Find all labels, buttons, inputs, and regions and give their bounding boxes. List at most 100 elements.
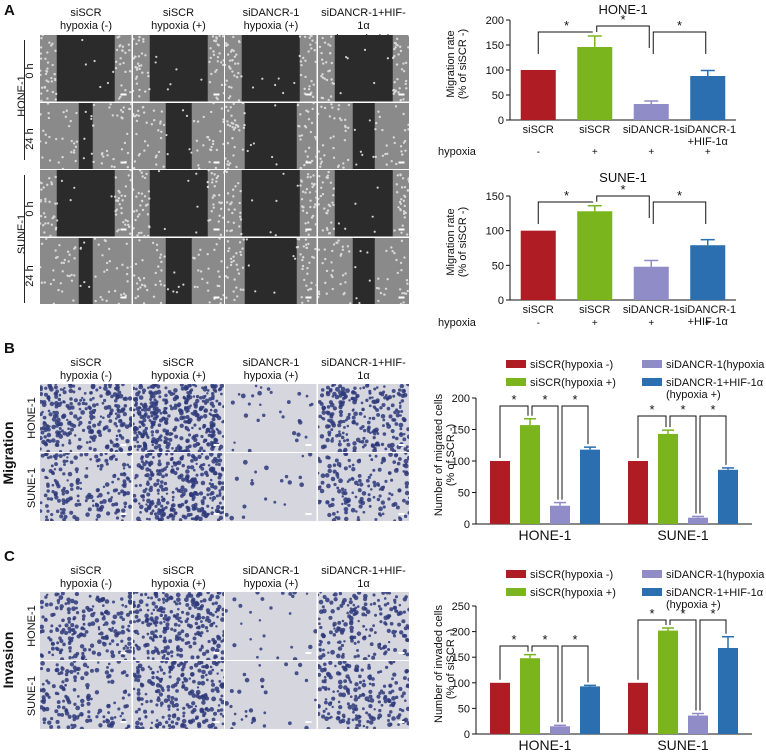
y-tick-label: 0 [464, 519, 470, 531]
row-label-hone1-b: HONE-1 [26, 397, 38, 439]
bar [490, 682, 510, 734]
y-tick-label: 50 [492, 90, 504, 102]
time-24h-hone1: 24 h [24, 128, 36, 150]
transwell-column-header-1: siSCR hypoxia (+) [151, 357, 206, 382]
legend-entry: siSCR(hypoxia -) [530, 359, 613, 371]
x-tick-label: siDANCR-1 [623, 304, 680, 316]
significance-bracket [499, 405, 529, 458]
significance-star: * [680, 402, 685, 417]
chart-b-migrated-cells: siSCR(hypoxia -) siSCR(hypoxia +) siDANCR-… [433, 359, 766, 543]
y-tick-label: 100 [486, 65, 504, 77]
wound-image-tile [317, 170, 409, 237]
significance-bracket [561, 405, 589, 500]
significance-bracket [669, 415, 697, 514]
significance-bracket [531, 645, 559, 723]
significance-star: * [649, 402, 654, 417]
row-label-sune1-c: SUNE-1 [26, 675, 38, 717]
chart-title: HONE-1 [598, 2, 647, 17]
transwell-image-tile [40, 384, 132, 452]
wound-image-tile [132, 102, 224, 169]
wound-image-tile [225, 102, 317, 169]
group-label: SUNE-1 [657, 527, 709, 543]
chart-a-sune1-migration-rate: SUNE-1 Migration rate(% of siSCR -) 0 50 100… [438, 170, 736, 329]
transwell-image-tile [225, 453, 317, 521]
bar [520, 70, 556, 120]
condition-value: + [648, 147, 654, 158]
y-axis-label: Migration rate(% of siSCR -) [445, 29, 469, 99]
x-tick-label: siSCR [523, 304, 554, 316]
transwell-image-tile [225, 384, 317, 452]
transwell-column-header-0: siSCR hypoxia (-) [60, 565, 112, 590]
bar [690, 76, 726, 120]
bar [690, 245, 726, 300]
legend-swatch [506, 570, 526, 578]
legend-entry: siSCR(hypoxia +) [530, 377, 616, 389]
significance-bracket [637, 415, 667, 458]
y-axis-label: Migration rate(% of siSCR -) [445, 207, 469, 277]
condition-label: hypoxia [438, 146, 477, 158]
significance-bracket [652, 201, 707, 224]
bar [628, 461, 648, 524]
significance-star: * [542, 392, 547, 407]
significance-bracket [596, 195, 650, 218]
bar [718, 647, 738, 734]
y-tick-label: 50 [458, 703, 470, 715]
significance-star: * [620, 12, 625, 27]
y-tick-label: 200 [452, 627, 470, 639]
transwell-image-tile [317, 453, 409, 521]
transwell-image-tile [317, 384, 409, 452]
panel-label-b: B [4, 340, 15, 357]
condition-value: + [705, 318, 711, 329]
legend-entry: siSCR(hypoxia +) [530, 587, 616, 599]
significance-bracket [561, 645, 589, 723]
condition-label: hypoxia [438, 317, 477, 329]
legend-swatch [642, 360, 662, 368]
y-tick-label: 200 [486, 15, 504, 27]
wound-image-tile [132, 35, 224, 102]
legend-entry: siDANCR-1(hypoxia +) [666, 569, 766, 581]
y-tick-label: 150 [486, 191, 504, 203]
x-tick-label: siDANCR-1 +HIF-1α [679, 304, 736, 328]
significance-bracket [537, 201, 594, 224]
panel-label-c: C [4, 548, 15, 565]
y-tick-label: 0 [498, 295, 504, 307]
significance-star: * [564, 188, 569, 203]
wound-healing-image-grid [40, 35, 410, 305]
transwell-image-tile [132, 453, 224, 521]
significance-star: * [542, 632, 547, 647]
legend-swatch [506, 360, 526, 368]
y-tick-label: 0 [464, 729, 470, 741]
x-tick-label: siSCR [579, 124, 610, 136]
row-label-hone1-c: HONE-1 [26, 605, 38, 647]
significance-bracket [537, 31, 593, 54]
invasion-image-grid [40, 592, 410, 730]
transwell-column-header-2: siDANCR-1 hypoxia (+) [242, 565, 300, 590]
wound-image-tile [40, 35, 132, 102]
x-tick-label: siSCR [579, 304, 610, 316]
chart-c-invaded-cells: siSCR(hypoxia -) siSCR(hypoxia +) siDANCR-… [433, 569, 766, 753]
y-tick-label: 50 [458, 488, 470, 500]
bar [628, 682, 648, 734]
bar [688, 715, 708, 734]
y-tick-label: 100 [452, 456, 470, 468]
hone1-bracket-line [24, 40, 25, 160]
significance-star: * [710, 402, 715, 417]
y-tick-label: 0 [498, 115, 504, 127]
time-0h-sune1: 0 h [24, 201, 36, 217]
significance-star: * [680, 606, 685, 621]
time-24h-sune1: 24 h [24, 265, 36, 287]
wound-image-tile [225, 170, 317, 237]
legend-entry: siDANCR-1+HIF-1α (hypoxia +) [666, 587, 764, 611]
transwell-column-header-1: siSCR hypoxia (+) [151, 565, 206, 590]
condition-value: + [705, 147, 711, 158]
wound-image-tile [225, 35, 317, 102]
bar [580, 686, 600, 734]
condition-value: - [537, 318, 540, 329]
condition-value: + [592, 318, 598, 329]
transwell-image-tile [40, 453, 132, 521]
legend-swatch [642, 378, 662, 386]
wound-image-tile [317, 35, 409, 102]
transwell-image-tile [40, 661, 132, 729]
transwell-image-tile [40, 592, 132, 660]
significance-star: * [710, 606, 715, 621]
